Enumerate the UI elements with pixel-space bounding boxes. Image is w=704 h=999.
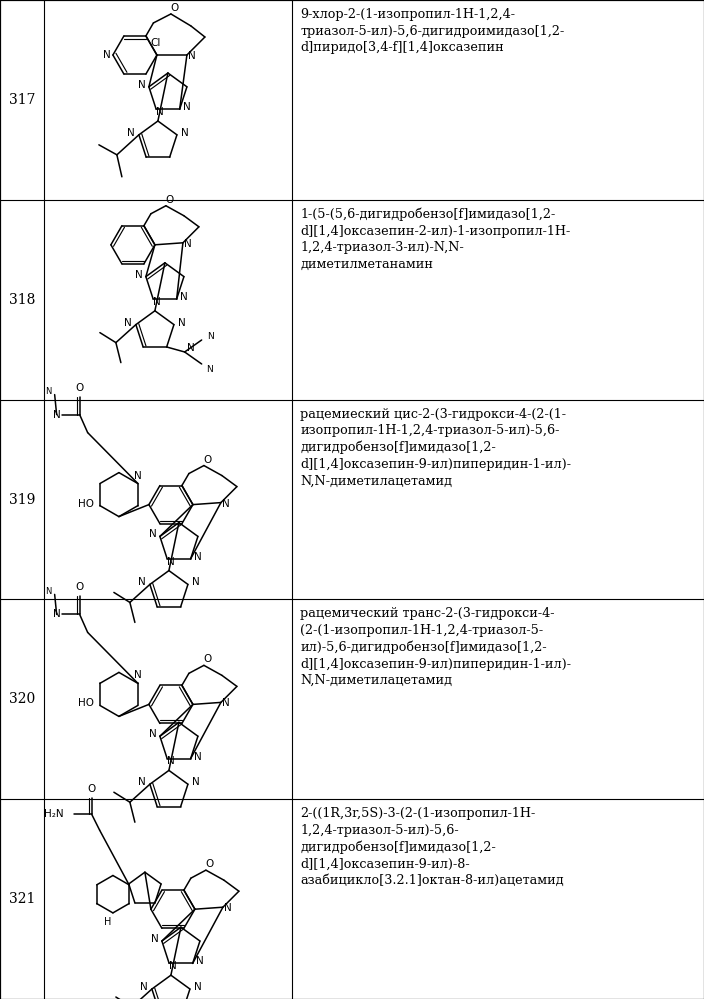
Text: HO: HO <box>78 698 94 708</box>
Text: N: N <box>124 318 132 328</box>
Text: 1-(5-(5,6-дигидробензо[f]имидазо[1,2-
d][1,4]оксазепин-2-ил)-1-изопропил-1H-
1,2: 1-(5-(5,6-дигидробензо[f]имидазо[1,2- d]… <box>300 208 570 271</box>
Text: 318: 318 <box>8 293 35 307</box>
Text: N: N <box>192 577 200 587</box>
Text: N: N <box>53 410 61 420</box>
Text: N: N <box>183 102 191 112</box>
Text: N: N <box>167 756 175 766</box>
Text: N: N <box>151 934 159 944</box>
Text: H: H <box>104 917 112 927</box>
Text: N: N <box>222 698 230 708</box>
Text: N: N <box>103 50 111 60</box>
Text: O: O <box>87 784 96 794</box>
Text: HO: HO <box>78 499 94 508</box>
Text: N: N <box>156 107 164 117</box>
Text: N: N <box>153 297 161 307</box>
Text: N: N <box>149 729 157 739</box>
Text: N: N <box>222 499 230 508</box>
Text: N: N <box>46 586 52 595</box>
Text: N: N <box>138 777 146 787</box>
Text: N: N <box>134 670 142 680</box>
Text: N: N <box>194 982 202 992</box>
Text: N: N <box>192 777 200 787</box>
Text: N: N <box>181 128 189 138</box>
Text: N: N <box>180 292 187 302</box>
Text: рацемический транс-2-(3-гидрокси-4-
(2-(1-изопропил-1H-1,2,4-триазол-5-
ил)-5,6-: рацемический транс-2-(3-гидрокси-4- (2-(… <box>300 607 571 687</box>
Text: N: N <box>224 903 232 913</box>
Text: N: N <box>194 551 201 561</box>
Text: N: N <box>134 471 142 481</box>
Text: N: N <box>135 270 143 280</box>
Text: O: O <box>206 859 214 869</box>
Text: N: N <box>127 128 134 138</box>
Text: O: O <box>203 455 212 465</box>
Text: O: O <box>75 383 84 393</box>
Text: N: N <box>188 51 196 61</box>
Text: O: O <box>203 654 212 664</box>
Text: 321: 321 <box>8 892 35 906</box>
Text: N: N <box>196 956 203 966</box>
Text: N: N <box>178 318 186 328</box>
Text: H₂N: H₂N <box>44 809 63 819</box>
Text: N: N <box>206 366 213 375</box>
Text: N: N <box>53 609 61 619</box>
Text: N: N <box>184 239 191 249</box>
Text: N: N <box>140 982 148 992</box>
Text: N: N <box>138 80 146 90</box>
Text: N: N <box>187 343 194 353</box>
Text: рацемиеский цис-2-(3-гидрокси-4-(2-(1-
изопропил-1H-1,2,4-триазол-5-ил)-5,6-
диг: рацемиеский цис-2-(3-гидрокси-4-(2-(1- и… <box>300 408 571 488</box>
Text: O: O <box>171 3 179 13</box>
Text: N: N <box>138 577 146 587</box>
Text: 320: 320 <box>8 692 35 706</box>
Text: 2-((1R,3r,5S)-3-(2-(1-изопропил-1H-
1,2,4-триазол-5-ил)-5,6-
дигидробензо[f]имид: 2-((1R,3r,5S)-3-(2-(1-изопропил-1H- 1,2,… <box>300 807 564 887</box>
Text: 9-хлор-2-(1-изопропил-1H-1,2,4-
триазол-5-ил)-5,6-дигидроимидазо[1,2-
d]пиридо[3: 9-хлор-2-(1-изопропил-1H-1,2,4- триазол-… <box>300 8 565 54</box>
Text: N: N <box>194 751 201 761</box>
Text: N: N <box>167 556 175 566</box>
Text: O: O <box>75 582 84 592</box>
Text: 319: 319 <box>8 493 35 506</box>
Text: N: N <box>207 333 214 342</box>
Text: O: O <box>165 195 174 205</box>
Text: N: N <box>169 961 177 971</box>
Text: N: N <box>46 387 52 396</box>
Text: N: N <box>149 529 157 539</box>
Text: 317: 317 <box>8 93 35 107</box>
Text: Cl: Cl <box>151 38 161 48</box>
